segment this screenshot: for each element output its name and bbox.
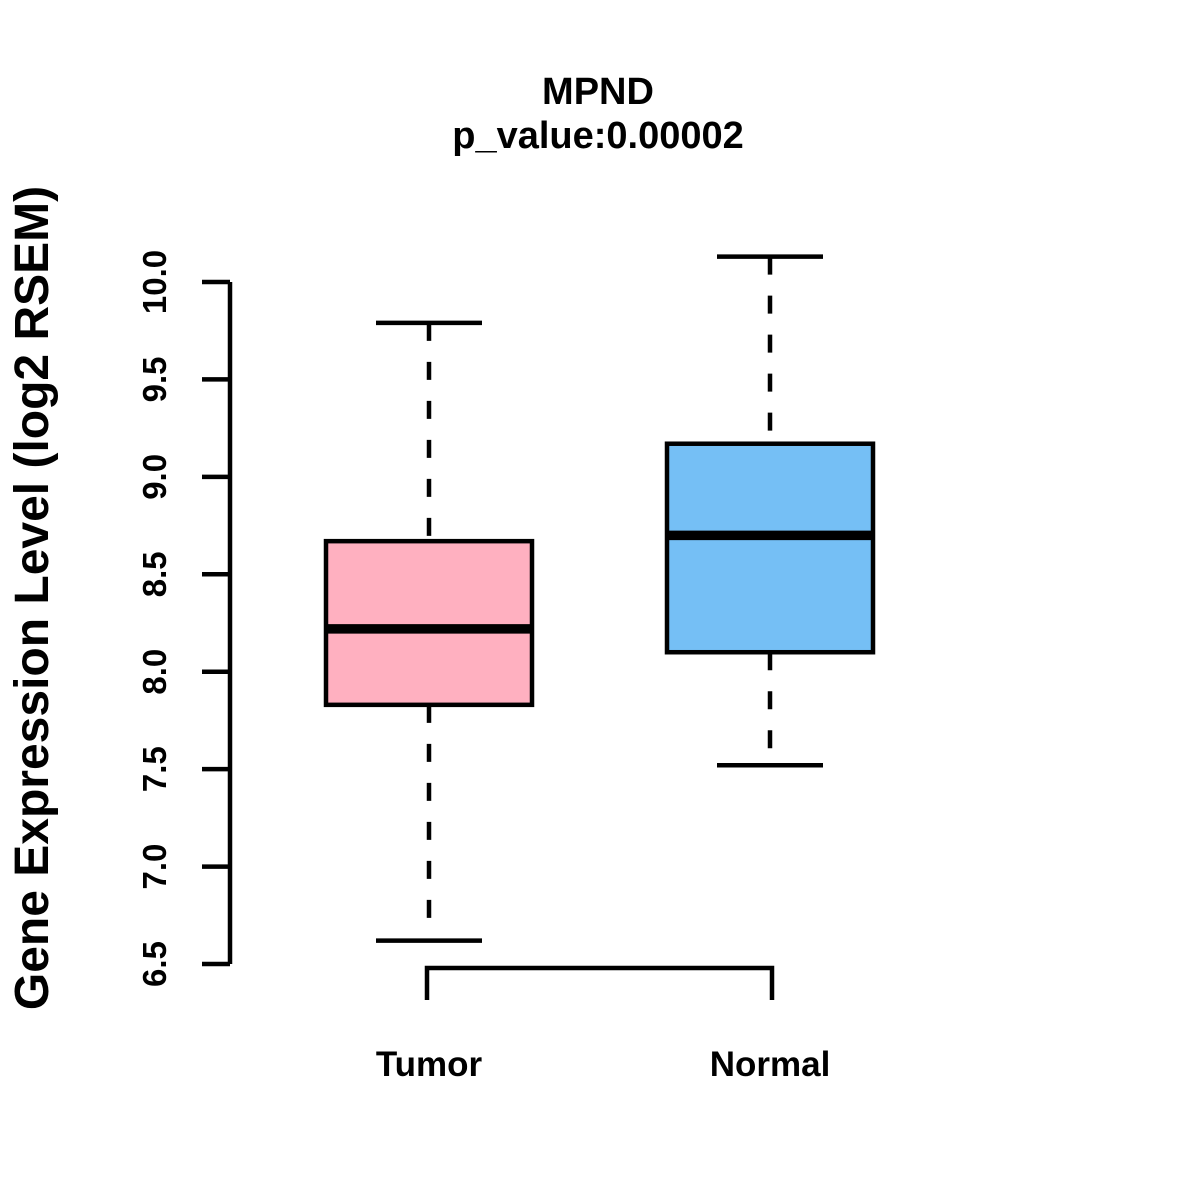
y-axis-tick-label: 8.0	[136, 649, 173, 695]
y-axis-title: Gene Expression Level (log2 RSEM)	[6, 186, 59, 1010]
iqr-box	[664, 441, 876, 655]
y-axis-tick-label: 8.5	[136, 551, 173, 597]
box-tumor	[323, 320, 535, 943]
x-axis-bracket	[424, 965, 775, 1000]
x-axis-label-normal: Normal	[710, 1045, 831, 1084]
y-axis-tick-label: 10.0	[136, 250, 173, 314]
chart-title: MPND	[542, 71, 654, 113]
y-axis-tick-label: 9.5	[136, 356, 173, 402]
y-axis-tick-label: 9.0	[136, 454, 173, 500]
y-axis: 10.0 9.5 9.0 8.5 8.0 7.5 7.0 6.5	[136, 250, 233, 987]
y-axis-tick-label: 7.5	[136, 746, 173, 792]
chart-header: MPND p_value:0.00002	[0, 70, 1196, 158]
chart-pvalue-subtitle: p_value:0.00002	[452, 115, 744, 157]
box-normal	[664, 254, 876, 768]
iqr-box	[323, 538, 535, 708]
x-axis-label-tumor: Tumor	[376, 1045, 483, 1084]
y-axis-tick-label: 6.5	[136, 941, 173, 987]
y-axis-tick-label: 7.0	[136, 844, 173, 890]
